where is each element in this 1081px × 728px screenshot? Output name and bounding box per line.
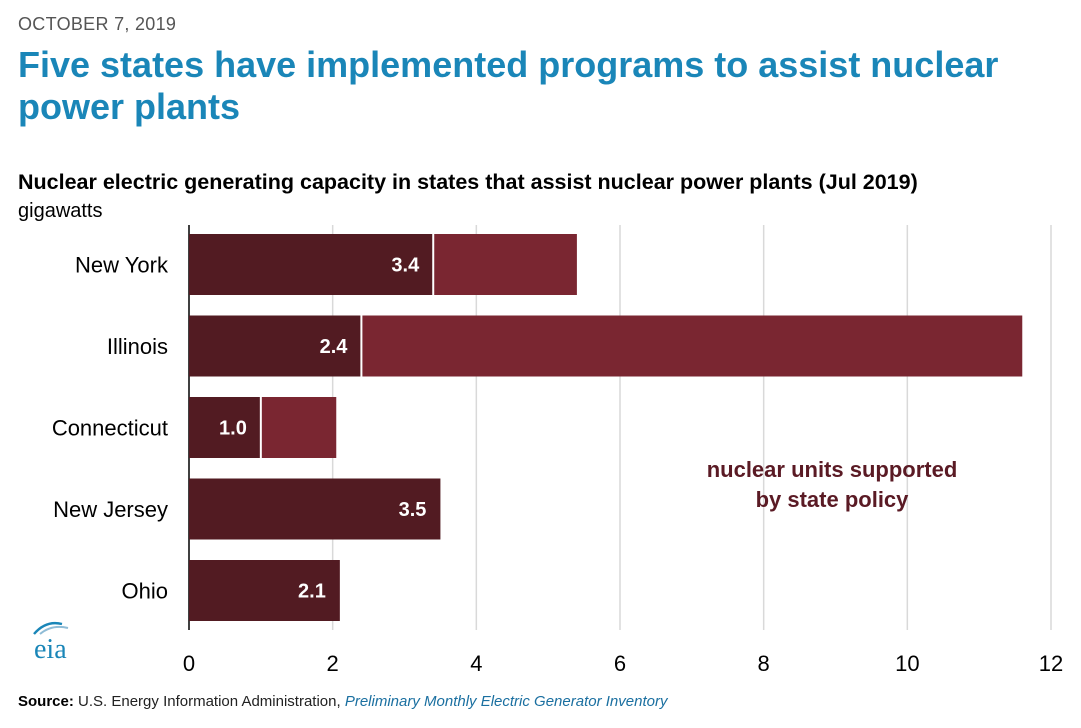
- bar-value-label: 3.5: [399, 499, 427, 521]
- bar-supported: [189, 234, 434, 295]
- source-note: Source: U.S. Energy Information Administ…: [18, 693, 667, 710]
- eia-logo-icon: eia: [33, 621, 69, 665]
- annotation-line-1: nuclear units supported: [707, 457, 958, 482]
- bar-value-label: 1.0: [219, 418, 247, 440]
- bar-supported: [189, 560, 340, 621]
- category-label: Illinois: [107, 334, 168, 359]
- chart-title: Nuclear electric generating capacity in …: [18, 170, 918, 194]
- category-label: New Jersey: [53, 497, 168, 522]
- eia-logo: eia: [30, 620, 88, 669]
- labels: 0 2 4 6 8 10 12 New York 3.4 Illinois 2.4 Connectic…: [52, 253, 1063, 677]
- bar-other: [433, 234, 577, 295]
- annotation-line-2: by state policy: [756, 487, 910, 512]
- category-label: Connecticut: [52, 416, 168, 441]
- bars: [189, 234, 1023, 621]
- bar-value-label: 2.1: [298, 581, 326, 603]
- bar-value-label: 2.4: [320, 336, 349, 358]
- source-publication-link[interactable]: Preliminary Monthly Electric Generator I…: [344, 693, 668, 710]
- source-text: U.S. Energy Information Administration,: [78, 693, 341, 710]
- bar-value-label: 3.4: [391, 255, 420, 277]
- bar-supported: [189, 315, 362, 377]
- category-label: New York: [75, 253, 169, 278]
- x-tick-label: 8: [758, 651, 770, 676]
- x-tick-label: 2: [327, 651, 339, 676]
- page-headline: Five states have implemented programs to…: [18, 44, 999, 127]
- category-label: Ohio: [122, 579, 168, 604]
- x-tick-label: 4: [470, 651, 482, 676]
- bar-other: [260, 397, 337, 458]
- x-tick-label: 12: [1039, 651, 1063, 676]
- chart-units: gigawatts: [18, 200, 103, 222]
- bar-supported: [189, 478, 441, 540]
- x-tick-label: 0: [183, 651, 195, 676]
- x-tick-label: 10: [895, 651, 919, 676]
- date-label: OCTOBER 7, 2019: [18, 14, 177, 34]
- bar-supported: [189, 397, 261, 458]
- bar-other: [361, 315, 1023, 377]
- source-label: Source:: [18, 693, 74, 710]
- eia-logo-text: eia: [34, 634, 67, 664]
- x-tick-label: 6: [614, 651, 626, 676]
